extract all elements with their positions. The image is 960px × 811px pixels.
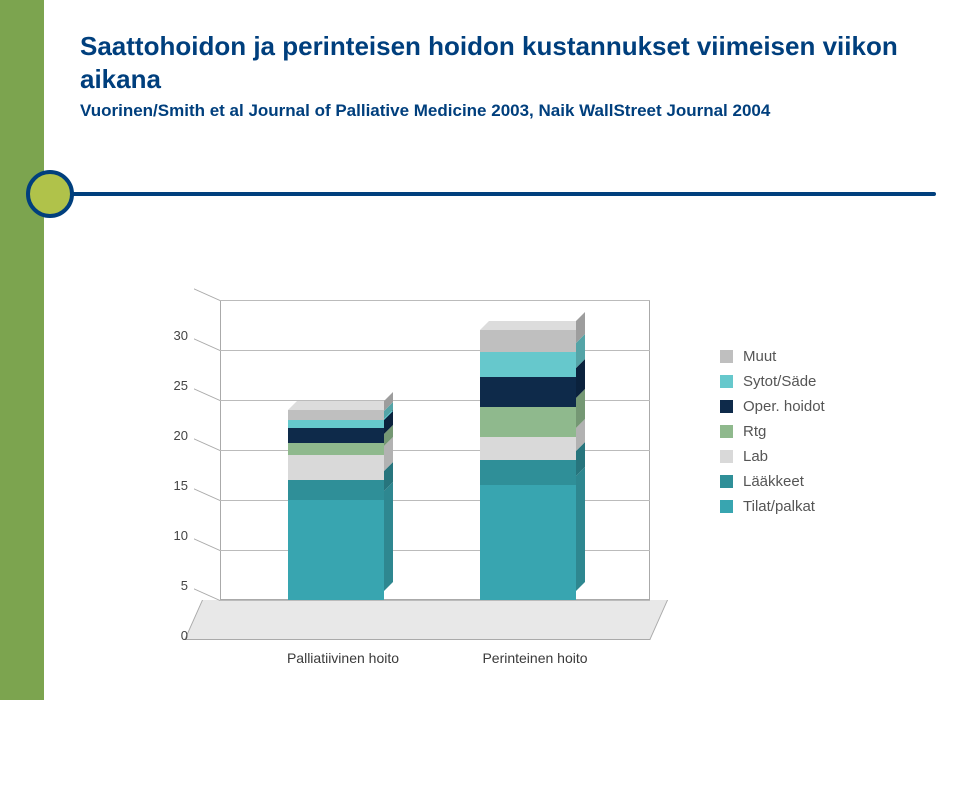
x-tick-label: Palliatiivinen hoito <box>258 650 428 666</box>
chart-floor-panel <box>184 600 668 640</box>
divider-line <box>56 192 936 196</box>
bar-segment <box>288 443 384 455</box>
bar-segment <box>480 330 576 352</box>
gridline <box>220 550 650 551</box>
legend-label: Tilat/palkat <box>743 498 815 515</box>
bar-segment <box>480 352 576 377</box>
legend-swatch <box>720 475 733 488</box>
side-tick <box>194 338 220 351</box>
y-tick-label: 30 <box>160 328 188 343</box>
gridline <box>220 400 650 401</box>
bar-segment <box>480 460 576 485</box>
bar-segment <box>288 455 384 480</box>
bar-segment <box>288 420 384 428</box>
gridline <box>220 500 650 501</box>
bar-segment <box>480 437 576 460</box>
y-tick-label: 25 <box>160 378 188 393</box>
legend-item: Sytot/Säde <box>720 373 825 390</box>
legend-label: Lääkkeet <box>743 473 804 490</box>
side-tick <box>194 288 220 301</box>
legend-item: Muut <box>720 348 825 365</box>
legend-item: Oper. hoidot <box>720 398 825 415</box>
bar-segment <box>480 485 576 600</box>
y-tick-label: 10 <box>160 528 188 543</box>
gridline <box>220 600 650 601</box>
gridline <box>220 350 650 351</box>
legend-label: Muut <box>743 348 776 365</box>
gridline <box>220 300 650 301</box>
bar-segment <box>480 377 576 407</box>
side-tick <box>194 538 220 551</box>
legend-label: Rtg <box>743 423 766 440</box>
bar-segment <box>288 500 384 600</box>
divider-bullet-icon <box>26 170 74 218</box>
y-tick-label: 20 <box>160 428 188 443</box>
bar-segment <box>288 410 384 420</box>
legend-swatch <box>720 450 733 463</box>
y-tick-label: 5 <box>160 578 188 593</box>
legend-item: Tilat/palkat <box>720 498 825 515</box>
x-tick-label: Perinteinen hoito <box>450 650 620 666</box>
legend-swatch <box>720 500 733 513</box>
bar-stack <box>480 330 576 600</box>
chart-legend: Muut Sytot/Säde Oper. hoidot Rtg Lab Lääkkeet… <box>720 340 825 523</box>
cost-chart: 0 5 10 15 20 25 30 Palliatiivinen hoito Perintei… <box>160 300 880 720</box>
title-line-2: aikana <box>80 64 161 94</box>
chart-plot-area: 0 5 10 15 20 25 30 Palliatiivinen hoito Perintei… <box>160 300 680 680</box>
bar-segment <box>480 407 576 437</box>
legend-swatch <box>720 425 733 438</box>
legend-item: Rtg <box>720 423 825 440</box>
slide-title: Saattohoidon ja perinteisen hoidon kusta… <box>80 30 910 95</box>
legend-item: Lääkkeet <box>720 473 825 490</box>
legend-swatch <box>720 400 733 413</box>
legend-label: Oper. hoidot <box>743 398 825 415</box>
bar-stack <box>288 410 384 600</box>
legend-swatch <box>720 350 733 363</box>
slide-accent-sidebar <box>0 0 44 700</box>
side-tick <box>194 438 220 451</box>
side-tick <box>194 488 220 501</box>
legend-swatch <box>720 375 733 388</box>
legend-item: Lab <box>720 448 825 465</box>
side-tick <box>194 388 220 401</box>
y-tick-label: 0 <box>160 628 188 643</box>
bar-segment <box>288 428 384 443</box>
title-divider <box>26 170 936 210</box>
slide-header: Saattohoidon ja perinteisen hoidon kusta… <box>80 30 910 121</box>
legend-label: Lab <box>743 448 768 465</box>
y-tick-label: 15 <box>160 478 188 493</box>
slide-subtitle: Vuorinen/Smith et al Journal of Palliati… <box>80 101 910 121</box>
title-line-1: Saattohoidon ja perinteisen hoidon kusta… <box>80 31 898 61</box>
legend-label: Sytot/Säde <box>743 373 816 390</box>
bar-segment <box>288 480 384 500</box>
